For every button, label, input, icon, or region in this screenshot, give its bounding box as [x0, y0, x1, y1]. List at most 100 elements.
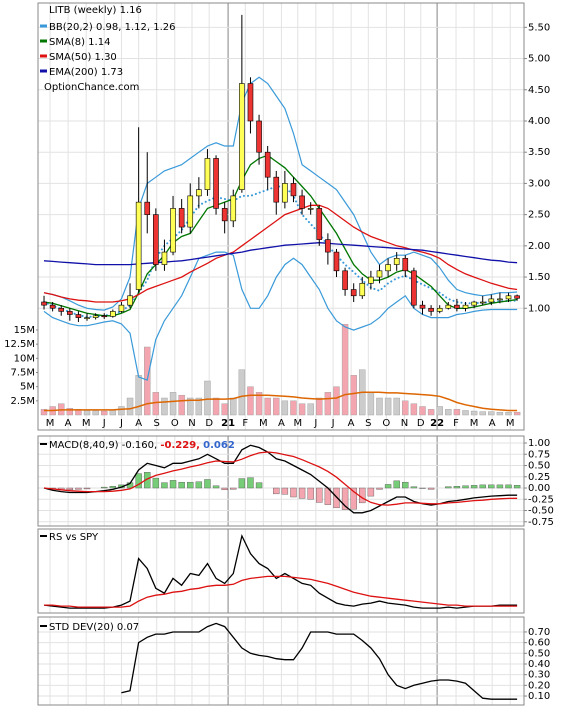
histogram-bar [221, 487, 228, 491]
candle-body [385, 264, 391, 272]
candle-body [92, 315, 99, 318]
histogram-bar [195, 481, 203, 489]
volume-bar [419, 406, 426, 416]
histogram-bar [393, 480, 400, 489]
histogram-bar [75, 487, 82, 490]
volume-bar [161, 397, 168, 416]
y-tick-label: 0.20 [528, 680, 550, 691]
candle-body [454, 304, 460, 309]
candle-body [393, 258, 400, 265]
y2-tick-label: 15M [14, 325, 35, 336]
volume-bar [109, 409, 117, 416]
volume-bar [255, 392, 263, 416]
histogram-bar [513, 485, 521, 489]
histogram-bar [367, 487, 375, 497]
candle-body [497, 298, 503, 301]
histogram-bar [445, 486, 452, 489]
candle-body [127, 295, 133, 306]
x-tick-label: A [278, 418, 285, 429]
candle-body [316, 208, 323, 240]
title-part: 0.062 [203, 440, 235, 451]
y-tick-label: 1.00 [528, 438, 550, 449]
volume-bar [436, 406, 443, 416]
candle-body [479, 301, 486, 304]
histogram-bar [247, 477, 254, 489]
volume-average [44, 391, 518, 412]
histogram-bar [505, 484, 512, 489]
candle-body [376, 270, 383, 278]
volume-bar [488, 411, 495, 416]
y-tick-label: 0.40 [528, 659, 550, 670]
histogram-bar [101, 486, 108, 489]
x-tick-label: O [171, 418, 179, 429]
y-tick-label: 5.50 [528, 22, 550, 33]
volume-bar [281, 400, 289, 416]
volume-bar [221, 403, 228, 416]
candle-body [350, 289, 357, 297]
y-tick-label: 0.50 [528, 461, 550, 472]
histogram-bar [341, 487, 349, 510]
x-tick-label: A [348, 418, 355, 429]
volume-bar [144, 346, 151, 416]
candle-body [187, 195, 194, 228]
volume-bar [393, 397, 400, 416]
y-tick-label: 3.00 [528, 178, 550, 189]
histogram-bar [255, 482, 263, 489]
indicator-line [43, 204, 518, 303]
volume-bar [333, 386, 340, 416]
candle-body [135, 201, 142, 290]
histogram-bar [350, 487, 357, 510]
legend-label: EMA(200) 1.73 [49, 67, 123, 78]
volume-bar [264, 397, 271, 416]
indicator-line [43, 242, 518, 266]
volume-bar [453, 409, 461, 416]
panel-title: RS vs SPY [49, 532, 99, 543]
x-tick-label: A [65, 418, 72, 429]
volume-bar [152, 392, 160, 416]
volume-bar [350, 375, 357, 416]
candle-body [488, 298, 495, 303]
volume-bar [195, 397, 203, 416]
y-tick-label: 4.00 [528, 116, 550, 127]
x-tick-label: 21 [221, 418, 235, 429]
volume-bar [513, 411, 521, 416]
candle-body [402, 258, 409, 272]
histogram-bar [152, 477, 160, 489]
candle-body [514, 295, 520, 299]
y-tick-label: 2.50 [528, 210, 550, 221]
histogram-bar [470, 485, 478, 489]
candle-body [118, 304, 125, 312]
volume-bar [135, 375, 142, 416]
candle-body [419, 304, 426, 309]
volume-bar [238, 369, 246, 416]
candle-body [436, 307, 443, 312]
candle-body [411, 270, 417, 306]
histogram-bar [496, 484, 504, 489]
x-tick-label: A [135, 418, 142, 429]
candle-body [505, 295, 512, 300]
x-tick-label: 22 [430, 418, 444, 429]
volume-bar [212, 397, 220, 416]
histogram-bar [212, 485, 220, 489]
volume-bar [410, 403, 418, 416]
candle-body [273, 176, 280, 203]
histogram-bar [453, 486, 461, 489]
x-tick-label: J [119, 418, 123, 429]
volume-bar [496, 411, 504, 416]
layer-grid [36, 3, 527, 705]
histogram-bar [316, 487, 323, 503]
volume-bar [230, 397, 237, 416]
volume-bar [92, 410, 99, 416]
y-tick-label: 1.00 [528, 303, 550, 314]
title-part: -0.229, [160, 440, 200, 451]
candle-body [299, 195, 305, 209]
candle-body [333, 251, 340, 272]
histogram-bar [281, 487, 289, 495]
histogram-bar [298, 487, 306, 499]
panel-frame [37, 435, 525, 527]
y-tick-label: 0.70 [528, 627, 550, 638]
y-tick-label: 2.00 [528, 241, 550, 252]
x-tick-label: M [82, 418, 91, 429]
